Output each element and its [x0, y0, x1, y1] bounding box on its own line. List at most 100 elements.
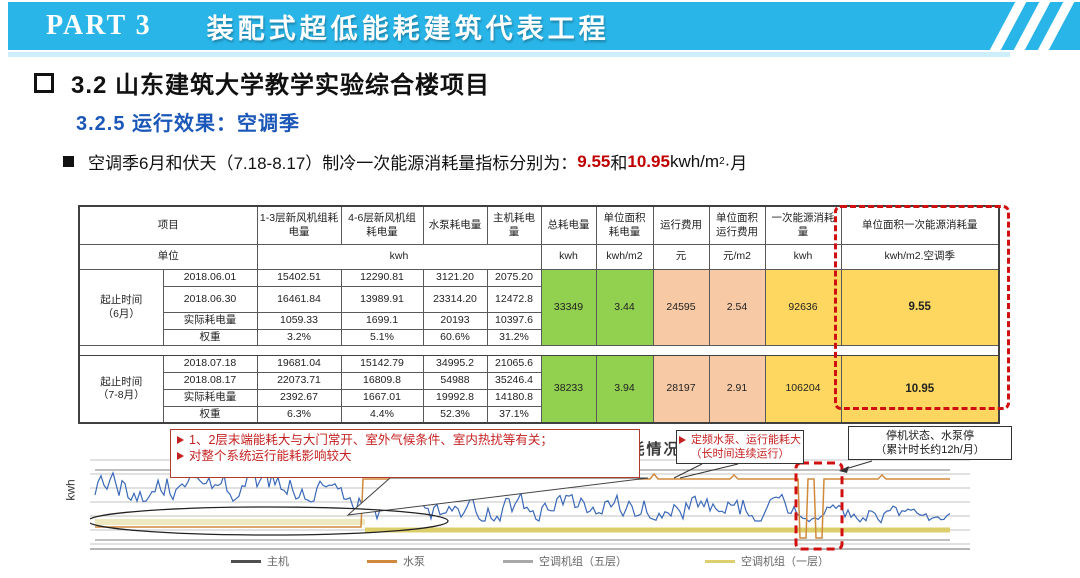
table-col-header: 4-6层新风机组耗电量	[340, 205, 424, 245]
legend-item: 空调机组（一层）	[705, 553, 829, 569]
table-col-header: 1-3层新风机组耗电量	[256, 205, 342, 245]
row-label: 权重	[162, 329, 258, 346]
unit-suffix: ·月	[724, 154, 748, 173]
unit-cell: kwh/m2.空调季	[840, 244, 1000, 270]
row-label: 权重	[162, 406, 258, 424]
table-cell: 19681.04	[256, 355, 342, 373]
table-cell: 37.1%	[486, 406, 542, 424]
table-row: 2018.08.17 22073.71 16809.8 54988 35246.…	[79, 372, 999, 390]
row-label: 实际耗电量	[162, 312, 258, 330]
table-cell: 19992.8	[422, 389, 488, 407]
part-label: PART 3	[46, 10, 152, 41]
table-cell: 2075.20	[486, 269, 542, 287]
june-total-kwh-cell: 33349	[540, 269, 597, 346]
table-cell: 54988	[422, 372, 488, 390]
legend-swatch	[705, 559, 735, 563]
corner-item-header: 项目	[78, 205, 258, 245]
header-underline	[8, 52, 1010, 57]
callout-shutdown-state: 停机状态、水泵停 （累计时长约12h/月）	[848, 426, 1012, 460]
julaug-kwh-per-m2-cell: 3.94	[595, 355, 654, 424]
table-cell: 23314.20	[422, 286, 488, 313]
table-col-header: 总耗电量	[540, 205, 597, 245]
bullet-prefix: 空调季6月和伏天（7.18-8.17）制冷一次能源消耗量指标分别为：	[88, 154, 578, 173]
y-axis-label: kwh	[63, 479, 78, 501]
julaug-total-kwh-cell: 38233	[540, 355, 597, 424]
legend-swatch	[231, 559, 261, 563]
section-subtitle: 3.2.5 运行效果：空调季	[76, 113, 301, 135]
table-row: 权重 3.2% 5.1% 60.6% 31.2%	[79, 329, 999, 346]
unit-base: kwh/m	[669, 151, 720, 171]
june-group-label: 起止时间 （6月）	[78, 269, 164, 346]
legend-swatch	[367, 559, 397, 563]
arrow-bullet-icon	[177, 452, 184, 461]
header-title: 装配式超低能耗建筑代表工程	[206, 13, 610, 44]
table-cell: 6.3%	[256, 406, 342, 424]
table-cell: 12290.81	[340, 269, 424, 287]
table-row: 实际耗电量 2392.67 1667.01 19992.8 14180.8	[79, 389, 999, 407]
table-cell: 15142.79	[340, 355, 424, 373]
row-label: 2018.08.17	[162, 372, 258, 390]
unit-cell: kwh	[540, 244, 597, 270]
julaug-cost-per-m2-cell: 2.91	[708, 355, 766, 424]
table-cell: 60.6%	[422, 329, 488, 346]
table-cell: 1059.33	[256, 312, 342, 330]
legend-item: 水泵	[367, 553, 425, 569]
table-spacer-row	[78, 345, 1000, 356]
june-value: 9.55	[577, 151, 611, 171]
julaug-group-label: 起止时间 （7-8月）	[78, 355, 164, 424]
table-cell: 4.4%	[340, 406, 424, 424]
table-cell: 3.2%	[256, 329, 342, 346]
julaug-cost-cell: 28197	[652, 355, 710, 424]
unit-cell: 元/m2	[708, 244, 766, 270]
corner-unit-header: 单位	[78, 244, 258, 270]
julaug-value: 10.95	[627, 151, 670, 171]
unit-cell: kwh/m2	[595, 244, 654, 270]
table-cell: 16461.84	[256, 286, 342, 313]
table-cell: 12472.8	[486, 286, 542, 313]
table-row: 权重 6.3% 4.4% 52.3% 37.1%	[79, 406, 999, 424]
table-col-header: 单位面积运行费用	[708, 205, 766, 245]
hollow-square-icon	[34, 72, 54, 93]
legend-item: 主机	[231, 553, 289, 569]
table-cell: 3121.20	[422, 269, 488, 287]
unit-cell: kwh	[256, 244, 542, 270]
unit-cell: kwh	[764, 244, 842, 270]
table-cell: 34995.2	[422, 355, 488, 373]
arrow-bullet-icon	[679, 436, 686, 445]
row-label: 2018.07.18	[162, 355, 258, 373]
callout-pump-energy: 定频水泵、运行能耗大 （长时间连续运行）	[676, 430, 804, 464]
legend-item: 空调机组（五层）	[503, 553, 627, 569]
conjunction: 和	[610, 154, 628, 173]
june-cost-cell: 24595	[652, 269, 710, 346]
table-cell: 31.2%	[486, 329, 542, 346]
energy-table: 项目 1-3层新风机组耗电量 4-6层新风机组耗电量 水泵耗电量 主机耗电量 总…	[78, 205, 1000, 424]
table-cell: 15402.51	[256, 269, 342, 287]
table-cell: 16809.8	[340, 372, 424, 390]
unit-exponent: 2	[719, 156, 725, 167]
table-cell: 2392.67	[256, 389, 342, 407]
table-cell: 22073.71	[256, 372, 342, 390]
julaug-primary-per-m2-cell: 10.95	[840, 355, 1000, 424]
june-kwh-per-m2-cell: 3.44	[595, 269, 654, 346]
section-title: 3.2 山东建筑大学教学实验综合楼项目	[71, 72, 491, 99]
row-label: 2018.06.30	[162, 286, 258, 313]
june-cost-per-m2-cell: 2.54	[708, 269, 766, 346]
table-cell: 1699.1	[340, 312, 424, 330]
legend-swatch	[503, 559, 533, 563]
table-row: 实际耗电量 1059.33 1699.1 20193 10397.6	[79, 312, 999, 330]
table-cell: 1667.01	[340, 389, 424, 407]
table-cell: 10397.6	[486, 312, 542, 330]
julaug-primary-energy-cell: 106204	[764, 355, 842, 424]
june-primary-per-m2-cell: 9.55	[840, 269, 1000, 346]
unit-cell: 元	[652, 244, 710, 270]
table-col-header: 一次能源消耗量	[764, 205, 842, 245]
row-label: 实际耗电量	[162, 389, 258, 407]
table-cell: 14180.8	[486, 389, 542, 407]
callout-terminal-energy: 1、2层末端能耗大与大门常开、室外气候条件、室内热扰等有关； 对整个系统运行能耗…	[170, 429, 640, 478]
june-primary-energy-cell: 92636	[764, 269, 842, 346]
table-col-header: 单位面积耗电量	[595, 205, 654, 245]
table-col-header: 水泵耗电量	[422, 205, 488, 245]
diagonal-stripes-icon	[988, 2, 1080, 50]
table-unit-row: 单位 kwh kwh kwh/m2 元 元/m2 kwh kwh/m2.空调季	[78, 244, 1000, 270]
